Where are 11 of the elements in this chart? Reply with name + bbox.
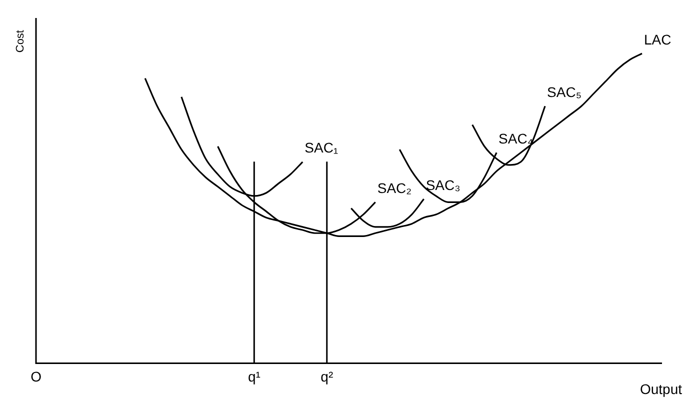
x-tick-label: q¹ [248,368,261,384]
series-label: LAC [644,31,672,48]
series-label: SAC₅ [547,84,582,100]
x-tick-label: O [30,368,42,384]
series-label: SAC₂ [377,180,412,196]
y-axis-title: Cost [14,30,27,53]
x-axis-title: Output [640,381,682,398]
x-tick-label: q² [320,368,334,384]
series-label: SAC₄ [498,130,534,146]
series-label: SAC₁ [304,140,338,156]
series-label: SAC₃ [426,176,460,193]
